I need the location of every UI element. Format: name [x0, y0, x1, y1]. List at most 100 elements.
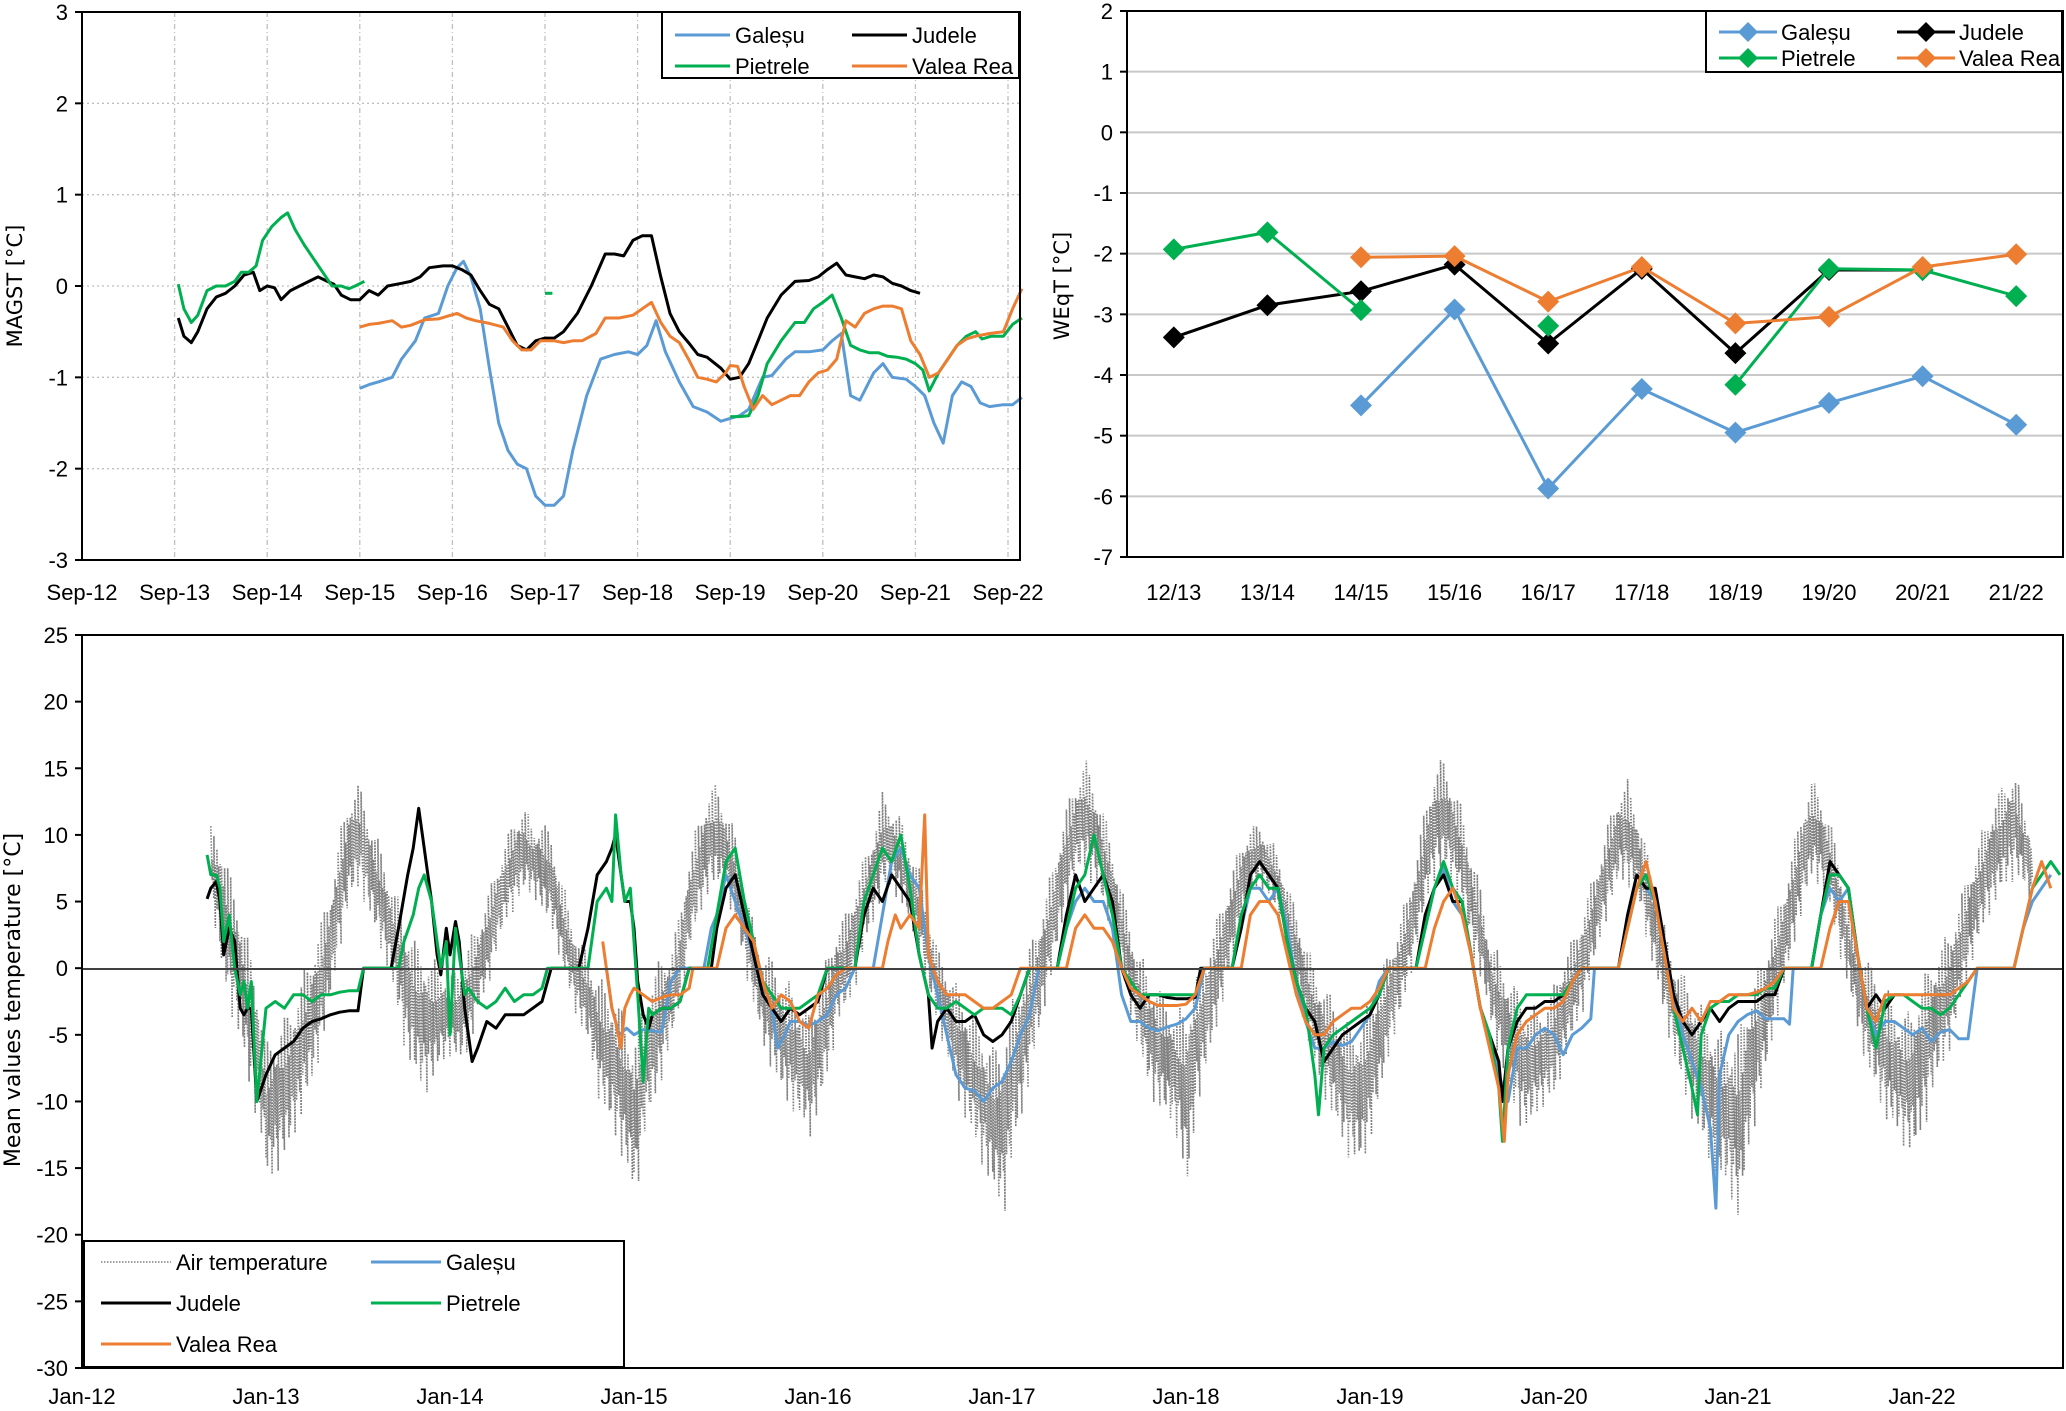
weqt-marker-galesu: [1443, 298, 1466, 321]
weqt-series-line-pietrele: [1173, 230, 2017, 386]
weqt-legend-label-galesu: Galeșu: [1781, 20, 1851, 45]
weqt-x-tick-label: 19/20: [1801, 580, 1856, 605]
mean-y-tick-label: 10: [44, 823, 68, 848]
mean-temperature-chart: 25 20 15 10 5 0 -5 -10 -15 -20 -25 -30 Jan-12 Jan-13…: [1, 623, 2064, 1409]
mean-legend: Air temperature Galeșu Judele Pietrele Valea…: [83, 1240, 625, 1368]
magst-legend-label-galesu: Galeșu: [735, 23, 805, 48]
weqt-marker-galesu: [1911, 365, 1934, 388]
magst-x-ticks: Sep-12 Sep-13 Sep-14 Sep-15 Sep-16 Sep-17 Sep-…: [47, 580, 1044, 605]
weqt-marker-judele: [1256, 294, 1279, 317]
mean-y-tick-label: -15: [36, 1156, 68, 1181]
weqt-marker-valea-rea: [1443, 245, 1466, 268]
magst-y-axis-title: MAGST [°C]: [3, 225, 27, 348]
weqt-marker-pietrele: [1256, 221, 1279, 244]
mean-plot-frame: [81, 634, 2064, 1369]
mean-legend-label-pietrele: Pietrele: [446, 1291, 521, 1316]
weqt-x-ticks: 12/13 13/14 14/15 15/16 16/17 17/18 18/19 19/20…: [1146, 580, 2043, 605]
weqt-marker-pietrele: [1818, 257, 1840, 280]
weqt-y-tick-label: -6: [1093, 484, 1113, 509]
mean-x-tick-label: Jan-19: [1336, 1384, 1403, 1409]
weqt-series-line-valea-rea: [1360, 252, 2017, 325]
mean-series-group: [205, 760, 2062, 1215]
magst-legend: Galeșu Judele Pietrele Valea Rea: [661, 11, 1020, 79]
mean-x-tick-label: Jan-13: [232, 1384, 299, 1409]
mean-x-tick-label: Jan-22: [1888, 1384, 1955, 1409]
weqt-chart: 2 1 0 -1 -2 -3 -4 -5 -6 -7 12/13 13/14 14/15 15/16 16…: [1050, 0, 2064, 605]
weqt-y-tick-label: -2: [1093, 242, 1113, 267]
weqt-marker-pietrele: [1162, 238, 1185, 261]
weqt-marker-judele: [1162, 326, 1185, 349]
mean-x-tick-label: Jan-16: [784, 1384, 851, 1409]
weqt-marker-judele: [1724, 342, 1747, 365]
mean-x-tick-label: Jan-18: [1152, 1384, 1219, 1409]
magst-gridlines: [82, 12, 1020, 560]
weqt-gridlines: [1127, 70, 2063, 498]
weqt-x-tick-label: 12/13: [1146, 580, 1201, 605]
mean-x-tick-label: Jan-15: [600, 1384, 667, 1409]
mean-y-tick-label: -10: [36, 1089, 68, 1114]
magst-y-tick-label: 1: [56, 183, 68, 208]
weqt-y-tick-label: -3: [1093, 302, 1113, 327]
weqt-marker-pietrele: [1724, 373, 1747, 396]
magst-x-tick-label: Sep-19: [695, 580, 766, 605]
weqt-marker-valea-rea: [1537, 290, 1560, 313]
magst-y-tick-label: -2: [48, 457, 68, 482]
magst-x-tick-label: Sep-15: [324, 580, 395, 605]
magst-series-galesu: [359, 259, 1023, 507]
weqt-y-tick-label: -4: [1093, 363, 1113, 388]
weqt-legend-marker-judele: [1916, 22, 1936, 42]
magst-y-tick-label: 3: [56, 0, 68, 25]
weqt-legend: Galeșu Judele Pietrele Valea Rea: [1705, 10, 2063, 73]
magst-x-tick-label: Sep-14: [232, 580, 303, 605]
weqt-marker-valea-rea: [1350, 246, 1372, 269]
weqt-marker-valea-rea: [2005, 243, 2028, 266]
mean-y-axis-title: Mean values temperature [°C]: [1, 833, 26, 1167]
mean-x-tick-label: Jan-21: [1704, 1384, 1771, 1409]
weqt-legend-marker-pietrele: [1738, 48, 1758, 68]
magst-y-tick-label: 0: [56, 274, 68, 299]
weqt-x-tick-label: 20/21: [1895, 580, 1950, 605]
magst-series-judele: [176, 234, 921, 381]
mean-legend-box: [83, 1240, 625, 1368]
weqt-y-tick-label: -5: [1093, 424, 1113, 449]
magst-legend-label-judele: Judele: [912, 23, 977, 48]
mean-series-air-temperature: [210, 760, 2034, 1215]
weqt-legend-label-judele: Judele: [1959, 20, 2024, 45]
weqt-marker-galesu: [1630, 377, 1653, 400]
weqt-marker-judele: [1350, 280, 1372, 303]
weqt-series-line-galesu: [1359, 308, 2017, 490]
mean-series-valea-rea: [601, 813, 2053, 1143]
weqt-marker-galesu: [1724, 421, 1747, 444]
weqt-y-tick-label: 1: [1101, 60, 1113, 85]
weqt-marker-galesu: [1818, 391, 1840, 414]
magst-x-tick-label: Sep-22: [973, 580, 1044, 605]
weqt-marker-valea-rea: [1630, 256, 1653, 279]
weqt-y-tick-label: 0: [1101, 120, 1113, 145]
weqt-marker-valea-rea: [1724, 312, 1747, 335]
weqt-marker-galesu: [1537, 477, 1560, 500]
weqt-y-tick-label: -1: [1093, 181, 1113, 206]
weqt-legend-label-valea-rea: Valea Rea: [1959, 46, 2061, 71]
mean-y-tick-label: 25: [44, 623, 68, 648]
magst-legend-label-pietrele: Pietrele: [735, 54, 810, 79]
magst-y-tick-label: -1: [48, 365, 68, 390]
magst-x-tick-label: Sep-20: [787, 580, 858, 605]
magst-y-ticks: 3 2 1 0 -1 -2 -3: [48, 0, 82, 573]
weqt-marker-pietrele: [1350, 299, 1372, 322]
weqt-marker-galesu: [2005, 413, 2028, 436]
weqt-marker-pietrele: [1537, 314, 1560, 337]
magst-legend-label-valea-rea: Valea Rea: [912, 54, 1014, 79]
mean-series-pietrele: [205, 813, 2062, 1143]
weqt-y-tick-label: -7: [1093, 545, 1113, 570]
mean-legend-label-air-temperature: Air temperature: [176, 1250, 328, 1275]
weqt-x-tick-label: 21/22: [1989, 580, 2044, 605]
magst-x-tick-label: Sep-13: [139, 580, 210, 605]
magst-x-tick-label: Sep-17: [510, 580, 581, 605]
mean-y-tick-label: 20: [44, 690, 68, 715]
mean-x-tick-label: Jan-20: [1520, 1384, 1587, 1409]
mean-y-tick-label: -5: [48, 1023, 68, 1048]
magst-series-valea-rea: [359, 288, 1024, 411]
weqt-x-tick-label: 15/16: [1427, 580, 1482, 605]
